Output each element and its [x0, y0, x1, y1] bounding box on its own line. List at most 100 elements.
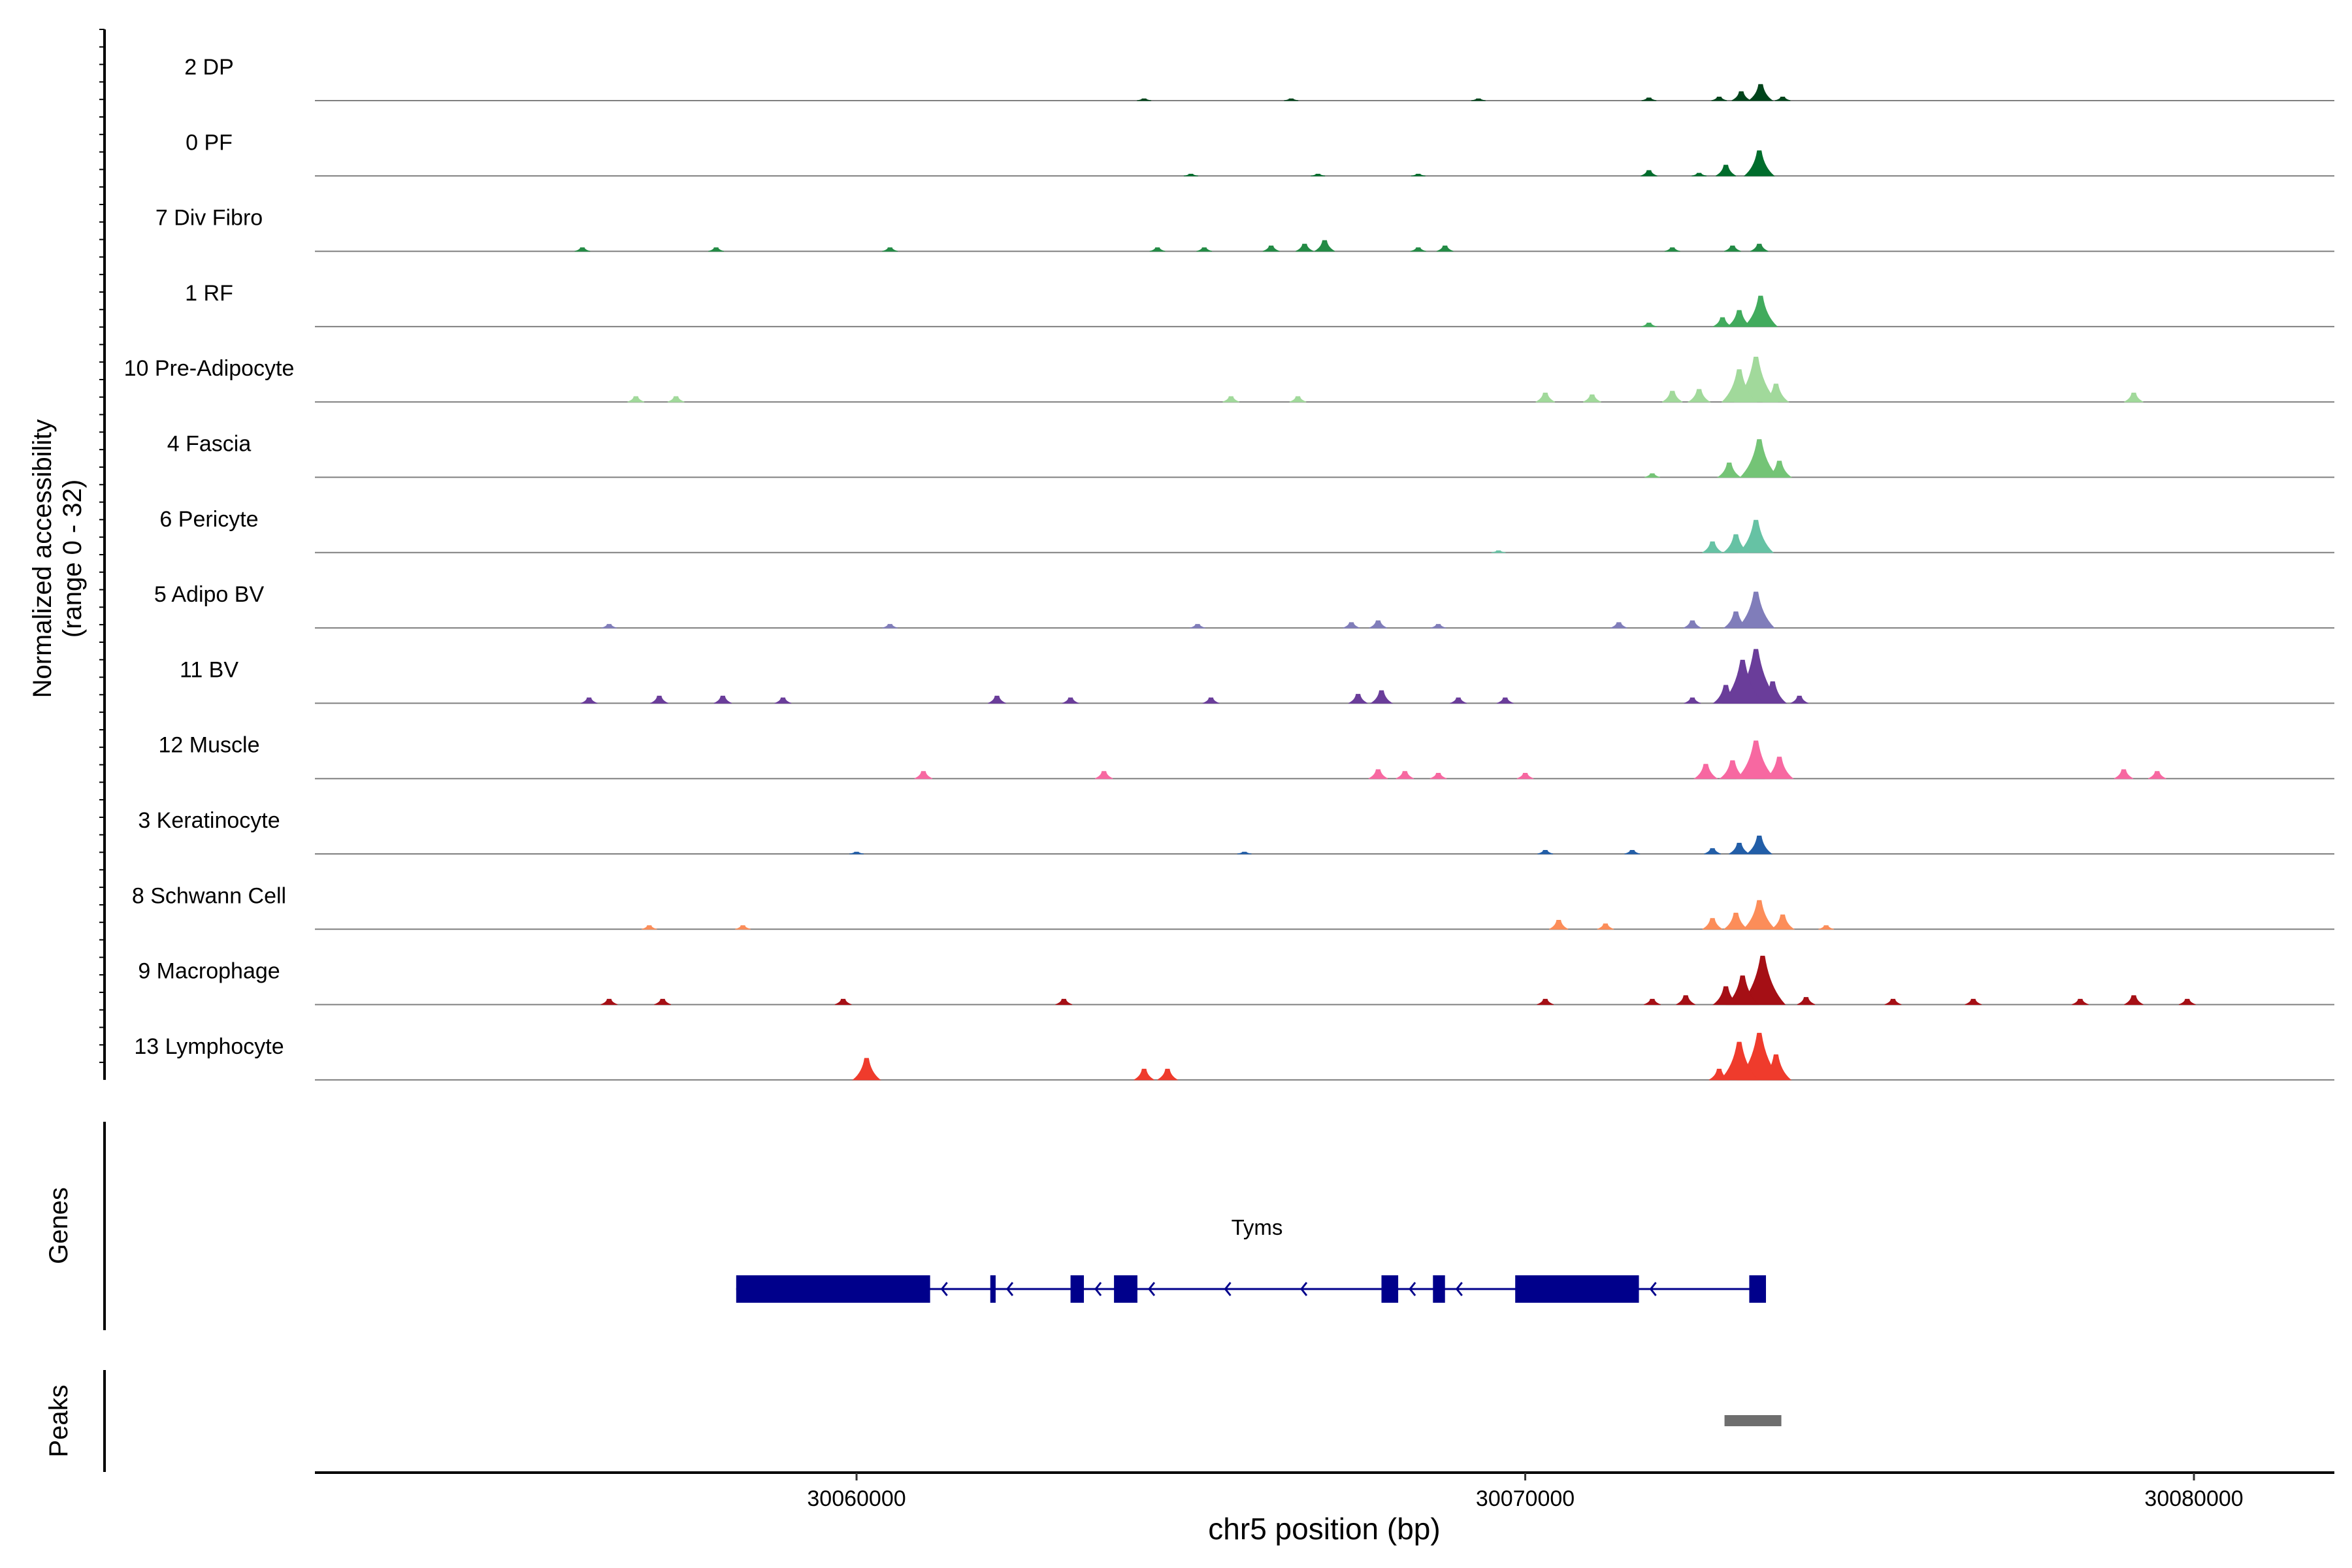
coverage-peak — [1704, 848, 1721, 855]
coverage-peak — [849, 851, 864, 855]
strand-arrow — [1300, 1282, 1308, 1296]
gene-exon — [1433, 1275, 1445, 1303]
track-label: 3 Keratinocyte — [138, 808, 280, 833]
coverage-peak — [1884, 998, 1902, 1005]
coverage-peak — [1311, 174, 1326, 176]
track-label: 1 RF — [185, 281, 233, 306]
coverage-peak — [1644, 998, 1661, 1005]
coverage-peak — [1797, 997, 1816, 1005]
coverage-peak — [914, 771, 933, 779]
coverage-peak — [1766, 461, 1793, 478]
coverage-peak — [2124, 392, 2144, 402]
coverage-peak — [1725, 975, 1759, 1005]
gene-exon — [1070, 1275, 1085, 1303]
coverage-peak — [708, 247, 725, 252]
track-label: 6 Pericyte — [159, 507, 258, 532]
coverage-peak — [1537, 998, 1554, 1005]
gene-model — [736, 1275, 1767, 1303]
coverage-peak — [1237, 851, 1252, 855]
coverage-peak — [1737, 591, 1775, 629]
track-0: 2 DP — [184, 55, 2334, 101]
coverage-peak — [1055, 998, 1073, 1005]
coverage-peak — [1716, 463, 1742, 478]
tracks-y-axis — [99, 29, 106, 1080]
track-7: 5 Adipo BV — [154, 582, 2334, 629]
track-6: 6 Pericyte — [159, 507, 2334, 553]
coverage-peak — [1137, 98, 1152, 101]
track-label: 11 BV — [180, 657, 238, 682]
strand-arrow — [1147, 1282, 1156, 1296]
coverage-peak — [735, 925, 751, 930]
x-tick-label: 30060000 — [807, 1486, 906, 1511]
coverage-peak — [1719, 1041, 1759, 1081]
coverage-peak — [988, 695, 1006, 704]
coverage-peak — [1760, 1054, 1792, 1081]
track-12: 9 Macrophage — [138, 955, 2334, 1005]
coverage-peak — [1196, 247, 1213, 252]
strand-arrow — [1455, 1282, 1463, 1296]
coverage-peak — [600, 998, 618, 1005]
coverage-peak — [1723, 611, 1749, 629]
track-1: 0 PF — [186, 130, 2334, 177]
coverage-peak — [1708, 1068, 1730, 1081]
coverage-peak — [1676, 995, 1695, 1005]
coverage-peak — [1742, 900, 1776, 930]
track-9: 12 Muscle — [159, 733, 2334, 779]
coverage-peak — [1436, 245, 1454, 252]
coverage-peak — [1289, 396, 1307, 402]
coverage-peak — [1712, 986, 1740, 1005]
x-axis-ticks: 30060000 30070000 30080000 — [807, 1473, 2244, 1511]
coverage-peak — [1739, 955, 1786, 1005]
coverage-peak — [1711, 97, 1727, 101]
coverage-peak — [2072, 998, 2089, 1005]
coverage-peak — [1343, 622, 1360, 629]
peak-region — [1724, 1415, 1782, 1426]
coverage-peak — [1723, 245, 1741, 252]
coverage-peak — [1094, 771, 1113, 779]
coverage-peak — [1758, 681, 1788, 704]
tracks-y-axis-title-line2: (range 0 - 32) — [58, 480, 87, 638]
coverage-peak — [667, 396, 685, 402]
coverage-peak — [2114, 769, 2134, 779]
track-label: 7 Div Fibro — [155, 206, 263, 231]
coverage-peak — [1736, 740, 1776, 779]
coverage-peak — [882, 247, 898, 252]
track-label: 5 Adipo BV — [154, 582, 265, 607]
coverage-peak — [1774, 97, 1791, 101]
coverage-peak — [1450, 697, 1467, 704]
coverage-peak — [834, 998, 852, 1005]
track-label: 9 Macrophage — [138, 959, 280, 984]
coverage-peak — [1765, 757, 1794, 779]
coverage-peak — [1684, 697, 1701, 704]
coverage-peak — [1597, 923, 1614, 930]
coverage-peak — [1641, 170, 1658, 176]
coverage-peak — [2178, 998, 2196, 1005]
coverage-peak — [654, 998, 672, 1005]
track-5: 4 Fascia — [167, 432, 2334, 478]
track-4: 10 Pre-Adipocyte — [124, 356, 2334, 403]
coverage-peak — [1715, 165, 1737, 176]
genes-panel-title: Genes — [44, 1187, 73, 1264]
coverage-peak — [1691, 172, 1707, 176]
gene-exon — [990, 1275, 996, 1303]
coverage-peak — [1583, 394, 1601, 402]
coverage-peak — [1641, 97, 1657, 101]
coverage-peak — [1746, 836, 1773, 855]
coverage-peak — [1516, 772, 1534, 779]
coverage-peak — [1410, 247, 1426, 252]
coverage-peak — [1712, 317, 1733, 327]
coverage-peak — [882, 624, 898, 629]
coverage-peak — [1770, 914, 1795, 930]
coverage-peak — [1722, 534, 1750, 553]
coverage-peak — [1818, 925, 1835, 930]
x-tick-label: 30080000 — [2144, 1486, 2243, 1511]
coverage-peak — [1348, 694, 1368, 704]
coverage-peak — [1549, 920, 1569, 930]
coverage-peak — [1790, 695, 1808, 704]
strand-arrow — [1224, 1282, 1232, 1296]
coverage-peak — [1396, 771, 1414, 779]
coverage-peak — [1748, 84, 1774, 101]
coverage-peak — [2148, 771, 2166, 779]
coverage-peak — [1157, 1068, 1178, 1081]
